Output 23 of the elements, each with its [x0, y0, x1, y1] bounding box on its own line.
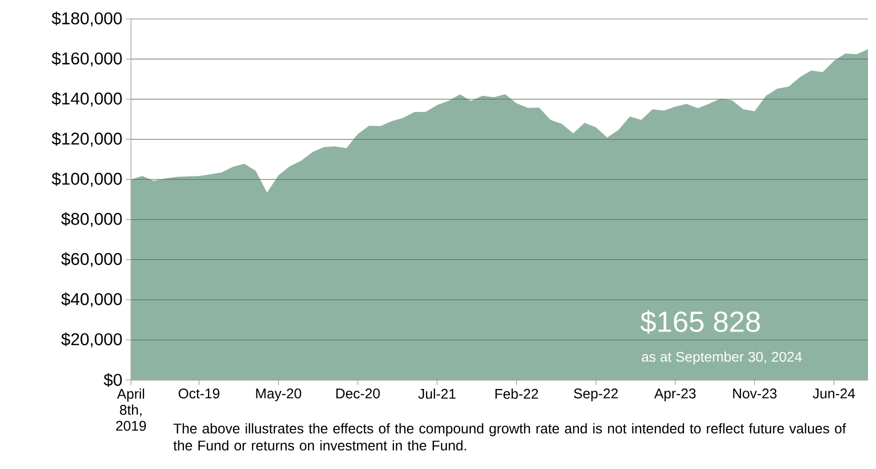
y-tick-label: $100,000: [52, 172, 122, 187]
x-tick-label: May-20: [256, 388, 302, 402]
text: The above illustrates the effects of the compound growth rate and is not intended to reflect future values of the Fund or returns on investment in the Fund.: [173, 423, 846, 450]
y-tick-label: $120,000: [52, 132, 122, 147]
y-tick-label: $40,000: [61, 292, 122, 308]
annotation: $165 828: [640, 310, 760, 334]
y-tick-label: $60,000: [61, 252, 122, 268]
y-tick-label: $160,000: [52, 52, 122, 66]
x-tick-label: Feb-22: [495, 388, 538, 399]
y-tick-label: $140,000: [52, 92, 122, 107]
x-tick-label: Dec-20: [336, 388, 380, 398]
y-tick-label: $80,000: [61, 212, 122, 227]
x-tick-label: April 8th, 2019: [116, 388, 146, 431]
x-tick-label: Nov-23: [733, 388, 777, 398]
x-tick-label: Oct-19: [178, 388, 220, 398]
y-tick-label: $180,000: [52, 12, 122, 26]
annotation: as at September 30, 2024: [642, 351, 802, 365]
x-tick-label: Sep-22: [574, 388, 618, 402]
x-tick-label: Jun-24: [812, 388, 855, 398]
x-tick-label: Jul-21: [418, 388, 456, 399]
y-tick-label: $0: [104, 373, 122, 387]
x-tick-label: Apr-23: [654, 388, 696, 402]
y-tick-label: $20,000: [61, 332, 122, 348]
